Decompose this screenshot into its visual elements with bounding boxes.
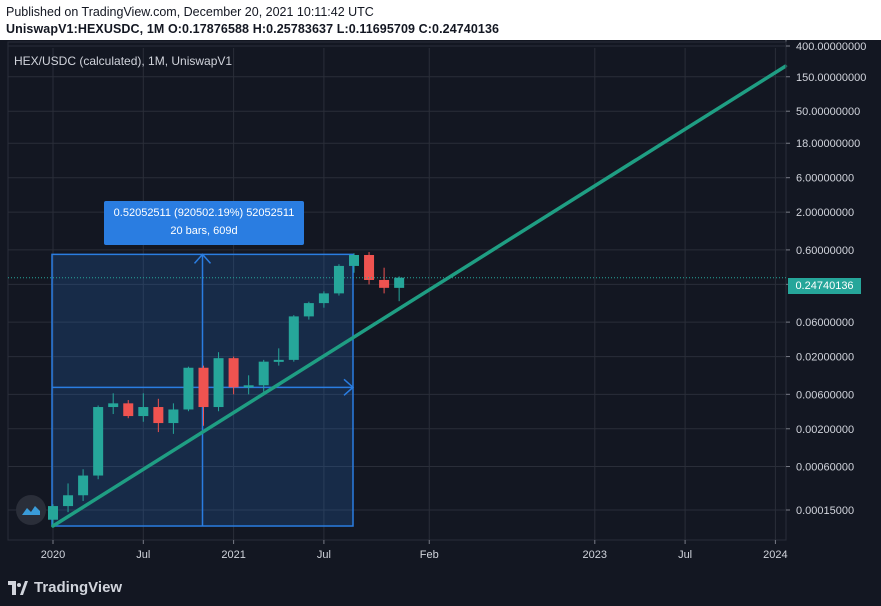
published-header: Published on TradingView.com, December 2… xyxy=(0,0,881,40)
candle-body xyxy=(243,385,254,388)
time-tick-label: 2021 xyxy=(221,549,245,561)
chart-grid xyxy=(8,45,786,540)
time-tick-label: Jul xyxy=(678,549,692,561)
chart-title: HEX/USDC (calculated), 1M, UniswapV1 xyxy=(14,54,233,68)
tradingview-wordmark: TradingView xyxy=(34,579,123,596)
candle-body xyxy=(48,506,58,520)
measure-tooltip: 0.52052511 (920502.19%) 52052511 20 bars… xyxy=(104,201,304,245)
last-price-badge: 0.24740136 xyxy=(788,278,861,294)
price-tick-label: 400.00000000 xyxy=(796,41,866,53)
candle-body xyxy=(63,495,74,507)
candle-body xyxy=(108,403,119,408)
time-tick-label: Feb xyxy=(420,549,439,561)
candle-body xyxy=(258,361,269,386)
candle-body xyxy=(228,358,239,388)
plot-frame xyxy=(7,41,787,541)
price-tick-label: 18.00000000 xyxy=(796,138,860,150)
candles xyxy=(48,252,405,527)
price-tick-label: 0.02000000 xyxy=(796,352,854,364)
candle-body xyxy=(168,409,179,424)
time-tick-label: Jul xyxy=(317,549,331,561)
candle-body xyxy=(213,358,224,408)
candle-body xyxy=(78,475,89,496)
candle-body xyxy=(394,277,405,288)
low-value: L:0.11695709 xyxy=(336,22,416,36)
price-tick-label: 6.00000000 xyxy=(796,173,854,185)
price-tick-label: 0.00015000 xyxy=(796,505,854,517)
candle-body xyxy=(288,316,299,360)
measure-arrow-head-up xyxy=(193,253,212,264)
price-tick-label: 2.00000000 xyxy=(796,207,854,219)
price-chart[interactable]: 400.00000000 150.00000000 50.00000000 18.00… xyxy=(0,40,881,568)
time-tick-label: 2024 xyxy=(763,549,787,561)
candle-body xyxy=(349,255,359,266)
tradingview-logo-icon xyxy=(8,580,28,595)
price-tick-label: 0.06000000 xyxy=(796,317,854,329)
time-tick-label: 2020 xyxy=(41,549,65,561)
price-tick-label: 0.00200000 xyxy=(796,424,854,436)
price-tick-label: 150.00000000 xyxy=(796,72,866,84)
candle-body xyxy=(379,279,390,288)
tradingview-watermark-icon xyxy=(16,495,46,525)
price-tick-label: 0.00600000 xyxy=(796,389,854,401)
candle-body xyxy=(123,403,134,417)
footer: TradingView xyxy=(0,568,881,606)
price-tick-label: 0.00060000 xyxy=(796,462,854,474)
measure-tooltip-change: 0.52052511 (920502.19%) 52052511 xyxy=(113,207,295,219)
candle-body xyxy=(183,367,194,410)
time-tick-label: Jul xyxy=(136,549,150,561)
tradingview-logo[interactable]: TradingView xyxy=(8,579,122,596)
close-value: C:0.24740136 xyxy=(418,22,500,36)
candle-body xyxy=(318,293,329,304)
price-tick-label: 0.60000000 xyxy=(796,245,854,257)
measure-tooltip-bars: 20 bars, 609d xyxy=(170,225,238,237)
candle-body xyxy=(303,303,314,317)
candle-body xyxy=(364,255,375,280)
candle-body xyxy=(153,407,164,424)
candle-body xyxy=(333,265,344,294)
measure-arrow-head-right xyxy=(343,378,355,396)
price-tick-label: 50.00000000 xyxy=(796,106,860,118)
ohlc-line: UniswapV1:HEXUSDC, 1M O:0.17876588 H:0.2… xyxy=(6,22,499,36)
high-value: H:0.25783637 xyxy=(252,22,334,36)
candle-body xyxy=(198,367,209,408)
published-text: Published on TradingView.com, December 2… xyxy=(6,5,374,19)
candle-body xyxy=(273,359,284,362)
candle-body xyxy=(93,407,104,476)
symbol-label: UniswapV1:HEXUSDC, 1M xyxy=(6,22,165,36)
time-tick-label: 2023 xyxy=(583,549,607,561)
trendline xyxy=(51,64,788,528)
open-value: O:0.17876588 xyxy=(167,22,250,36)
trendline-layer xyxy=(51,64,788,528)
candle-body xyxy=(138,407,149,417)
